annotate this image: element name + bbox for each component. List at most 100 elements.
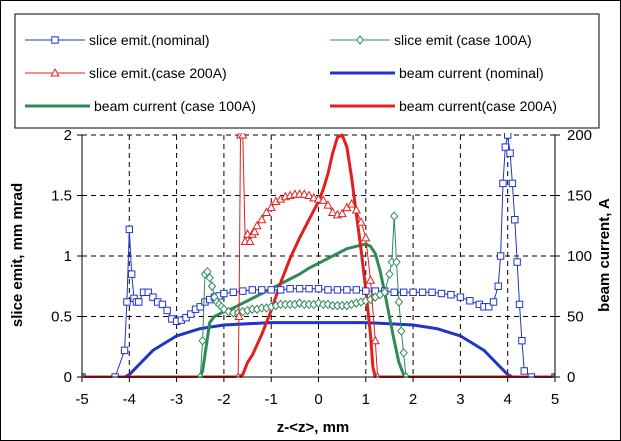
x-axis-title: z-<z>, mm — [277, 419, 350, 436]
data-point — [261, 207, 272, 216]
data-point — [409, 288, 417, 297]
data-point — [305, 284, 313, 293]
data-point — [245, 236, 255, 245]
data-point — [394, 297, 404, 307]
data-point — [399, 348, 408, 358]
x-tick-label: 0 — [314, 391, 322, 408]
data-point — [163, 306, 171, 315]
data-point — [229, 288, 238, 297]
data-point — [295, 284, 304, 293]
data-point — [494, 282, 502, 290]
data-point — [198, 335, 207, 346]
data-point — [239, 287, 247, 295]
y2-axis-title: beam current, A — [596, 198, 613, 312]
legend-label: slice emit.(case 200A) — [89, 65, 227, 81]
data-point — [252, 220, 262, 230]
data-point — [356, 217, 366, 226]
data-point — [144, 288, 152, 297]
data-point — [352, 286, 361, 294]
data-point — [324, 286, 332, 294]
data-point — [276, 286, 285, 294]
x-tick-label: -1 — [265, 391, 278, 408]
data-point — [127, 270, 136, 278]
data-point — [362, 287, 370, 295]
data-point — [456, 293, 465, 301]
series-beam-current-nominal- — [82, 321, 555, 378]
data-point — [207, 281, 217, 292]
x-tick-label: 5 — [551, 391, 559, 408]
data-point — [314, 284, 323, 293]
data-point — [390, 288, 398, 297]
data-point — [238, 133, 248, 139]
data-point — [187, 310, 195, 318]
data-point — [508, 179, 517, 188]
data-point — [392, 257, 401, 267]
y2-tick-label: 50 — [567, 309, 584, 326]
data-point — [499, 179, 507, 188]
data-point — [437, 289, 446, 298]
data-point — [399, 288, 408, 297]
data-point — [205, 273, 214, 283]
legend-entry: beam current (case 100A) — [25, 98, 256, 114]
y-tick-label: 0.5 — [51, 309, 72, 326]
data-point — [513, 258, 521, 266]
x-tick-label: -5 — [75, 391, 88, 408]
data-point — [123, 298, 131, 306]
legend-marker — [51, 36, 59, 44]
series-line — [82, 133, 555, 378]
legend-entry: slice emit (case 100A) — [330, 32, 532, 48]
y-tick-label: 1.5 — [51, 188, 72, 205]
data-point — [220, 289, 228, 298]
data-point — [258, 286, 266, 294]
data-point — [397, 326, 406, 336]
data-point — [250, 226, 260, 236]
data-point — [390, 211, 399, 221]
x-tick-label: -2 — [217, 391, 230, 408]
data-point — [511, 216, 519, 224]
data-point — [135, 298, 143, 306]
x-tick-label: -4 — [123, 391, 136, 408]
data-point — [304, 190, 314, 199]
legend-entry: beam current (nominal) — [330, 65, 544, 81]
legend-label: slice emit.(nominal) — [89, 32, 210, 48]
legend-marker — [50, 67, 60, 77]
data-point — [343, 286, 351, 294]
y-tick-label: 2 — [64, 127, 72, 144]
data-point — [286, 284, 294, 293]
legend-box — [14, 13, 600, 129]
series-beam-current-case-200a- — [82, 133, 555, 378]
grid-layer — [82, 134, 555, 377]
x-tick-label: 1 — [362, 391, 370, 408]
data-point — [485, 303, 493, 311]
data-point — [518, 337, 526, 345]
data-point — [328, 207, 338, 216]
x-tick-label: 3 — [456, 391, 464, 408]
data-point — [299, 189, 309, 198]
legend-label: slice emit (case 100A) — [394, 32, 532, 48]
x-tick-label: 4 — [504, 391, 512, 408]
legend-label: beam current(case 200A) — [399, 98, 557, 114]
data-point — [333, 286, 342, 294]
y2-tick-label: 0 — [567, 369, 575, 386]
data-point — [318, 195, 328, 204]
data-point — [361, 232, 371, 242]
data-point — [496, 252, 505, 260]
y2-tick-label: 200 — [567, 127, 592, 144]
data-point — [365, 275, 376, 284]
data-point — [266, 202, 276, 212]
data-point — [504, 133, 512, 139]
data-point — [158, 300, 167, 309]
series-slice-emit-nominal- — [82, 133, 555, 378]
data-point — [149, 293, 157, 301]
data-point — [380, 287, 389, 298]
data-point — [418, 288, 427, 297]
data-point — [257, 214, 267, 224]
data-point — [267, 286, 275, 294]
data-point — [120, 346, 129, 355]
data-point — [370, 335, 380, 345]
data-point — [506, 149, 514, 157]
y-tick-label: 0 — [64, 369, 72, 386]
data-point — [351, 204, 361, 214]
